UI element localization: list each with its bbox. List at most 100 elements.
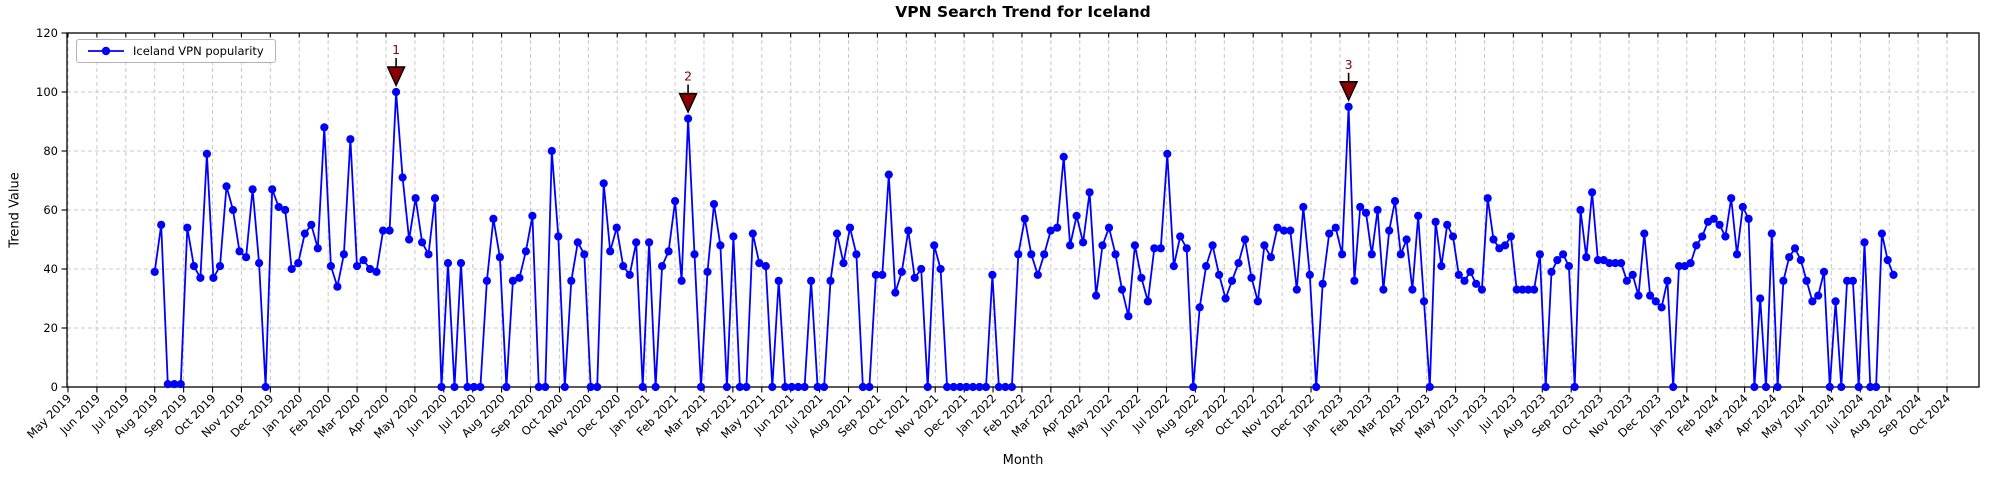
data-point-marker bbox=[1305, 270, 1314, 279]
data-point-marker bbox=[580, 250, 589, 259]
y-tick-label: 0 bbox=[51, 380, 58, 394]
data-point-marker bbox=[1111, 250, 1120, 259]
data-point-marker bbox=[235, 247, 244, 256]
data-point-marker bbox=[1732, 250, 1742, 259]
annotation-arrow-head bbox=[678, 92, 698, 114]
data-point-marker bbox=[658, 262, 667, 271]
data-point-marker bbox=[365, 264, 375, 274]
data-point-marker bbox=[379, 226, 388, 235]
data-point-marker bbox=[1611, 259, 1620, 268]
data-point-marker bbox=[1130, 241, 1139, 250]
data-point-marker bbox=[1564, 262, 1573, 271]
data-point-marker bbox=[1489, 235, 1498, 244]
data-point-marker bbox=[300, 229, 309, 238]
data-point-marker bbox=[430, 194, 440, 203]
data-point-marker bbox=[716, 241, 725, 250]
data-point-marker bbox=[1506, 232, 1515, 241]
data-point-marker bbox=[1750, 382, 1759, 392]
data-point-marker bbox=[1408, 285, 1417, 294]
data-point-marker bbox=[1202, 262, 1211, 271]
data-point-marker bbox=[1570, 382, 1579, 392]
data-point-marker bbox=[1715, 220, 1724, 229]
data-point-marker bbox=[852, 250, 861, 259]
data-point-marker bbox=[463, 382, 472, 392]
data-point-marker bbox=[755, 259, 764, 268]
data-point-marker bbox=[1588, 188, 1597, 197]
data-point-marker bbox=[1020, 214, 1029, 223]
data-point-marker bbox=[1385, 226, 1394, 235]
data-point-marker bbox=[424, 250, 433, 259]
data-point-marker bbox=[1640, 229, 1649, 238]
data-point-marker bbox=[333, 282, 342, 291]
data-point-marker bbox=[392, 87, 401, 97]
data-point-marker bbox=[1796, 256, 1805, 265]
data-point-marker bbox=[638, 382, 647, 392]
data-point-marker bbox=[677, 276, 686, 285]
data-point-marker bbox=[1221, 294, 1230, 303]
data-point-marker bbox=[1046, 226, 1055, 235]
data-point-marker bbox=[729, 232, 738, 241]
data-point-marker bbox=[1866, 382, 1875, 392]
data-point-marker bbox=[1286, 226, 1295, 235]
data-point-marker bbox=[1779, 276, 1788, 285]
data-point-marker bbox=[1266, 253, 1275, 262]
data-point-marker bbox=[1156, 244, 1165, 253]
data-point-marker bbox=[456, 259, 466, 268]
data-point-marker bbox=[1802, 276, 1811, 285]
data-point-marker bbox=[1761, 382, 1771, 392]
data-point-marker bbox=[176, 380, 185, 389]
data-point-marker bbox=[1066, 241, 1075, 250]
data-point-marker bbox=[826, 276, 835, 285]
data-point-marker bbox=[1425, 382, 1434, 392]
data-point-marker bbox=[560, 382, 569, 392]
data-point-marker bbox=[1208, 241, 1217, 250]
data-point-marker bbox=[1530, 285, 1539, 294]
data-point-marker bbox=[1176, 232, 1185, 241]
data-point-marker bbox=[917, 264, 926, 274]
data-point-marker bbox=[1414, 211, 1423, 220]
data-point-marker bbox=[606, 247, 615, 256]
data-point-marker bbox=[1356, 202, 1365, 212]
data-point-marker bbox=[1872, 382, 1881, 392]
data-point-marker bbox=[1431, 217, 1440, 226]
data-point-marker bbox=[1744, 214, 1753, 223]
data-point-marker bbox=[1773, 382, 1782, 392]
data-point-marker bbox=[1390, 197, 1400, 206]
data-point-marker bbox=[1350, 276, 1359, 285]
data-point-marker bbox=[1299, 202, 1308, 212]
data-point-marker bbox=[385, 226, 394, 235]
data-point-marker bbox=[1767, 229, 1776, 238]
data-point-marker bbox=[1143, 297, 1152, 306]
data-point-marker bbox=[1240, 235, 1250, 244]
data-point-marker bbox=[593, 382, 602, 392]
data-point-marker bbox=[1247, 273, 1256, 282]
data-point-marker bbox=[671, 197, 680, 206]
data-point-marker bbox=[1472, 279, 1481, 288]
annotation-label-3: 3 bbox=[1345, 57, 1353, 72]
data-point-marker bbox=[774, 276, 783, 285]
data-point-marker bbox=[1361, 208, 1371, 217]
data-point-marker bbox=[573, 238, 582, 247]
data-point-marker bbox=[1460, 276, 1469, 285]
data-point-marker bbox=[1698, 232, 1707, 241]
data-point-marker bbox=[1651, 297, 1660, 306]
data-point-marker bbox=[1273, 223, 1282, 232]
data-point-marker bbox=[930, 241, 939, 250]
data-point-marker bbox=[1033, 270, 1042, 279]
data-point-marker bbox=[1756, 294, 1765, 303]
data-point-marker bbox=[1814, 291, 1823, 300]
data-point-marker bbox=[1040, 250, 1049, 259]
data-point-marker bbox=[1819, 267, 1829, 276]
y-tick-label: 60 bbox=[43, 203, 58, 217]
data-point-marker bbox=[800, 382, 809, 392]
data-point-marker bbox=[599, 179, 608, 188]
data-point-marker bbox=[437, 382, 446, 392]
annotation-arrow-head bbox=[386, 66, 406, 88]
data-point-marker bbox=[495, 253, 504, 262]
data-point-marker bbox=[450, 382, 459, 392]
data-point-marker bbox=[1883, 256, 1892, 265]
data-point-marker bbox=[1477, 285, 1486, 294]
data-point-marker bbox=[515, 273, 524, 282]
data-point-marker bbox=[1483, 194, 1492, 203]
